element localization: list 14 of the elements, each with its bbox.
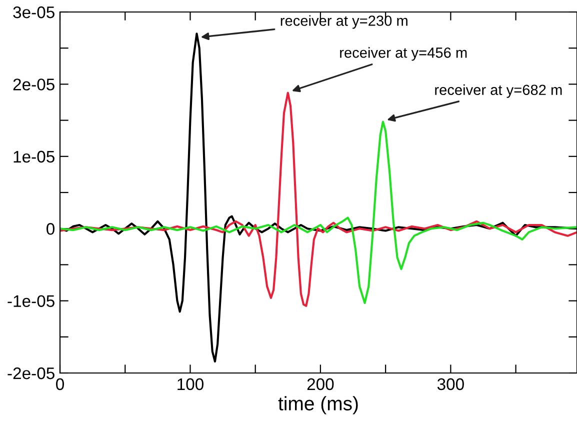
y-tick-label: -1e-05 <box>8 295 54 308</box>
annotation: receiver at y=230 m <box>280 15 408 29</box>
annotation: receiver at y=456 m <box>340 47 467 61</box>
x-tick-label: 100 <box>178 378 204 390</box>
y-tick-label: 3e-05 <box>13 6 54 18</box>
annotation: receiver at y=682 m <box>435 84 562 98</box>
y-tick-label: 1e-05 <box>14 150 54 163</box>
x-tick-label: 200 <box>307 378 334 390</box>
y-tick-label: -2e-05 <box>8 367 54 380</box>
x-tick-label: 0 <box>56 378 64 390</box>
y-tick-label: 0 <box>46 223 54 235</box>
x-tick-label: 300 <box>437 378 464 390</box>
y-tick-label: 2e-05 <box>13 78 54 90</box>
x-axis-title: time (ms) <box>278 396 358 414</box>
